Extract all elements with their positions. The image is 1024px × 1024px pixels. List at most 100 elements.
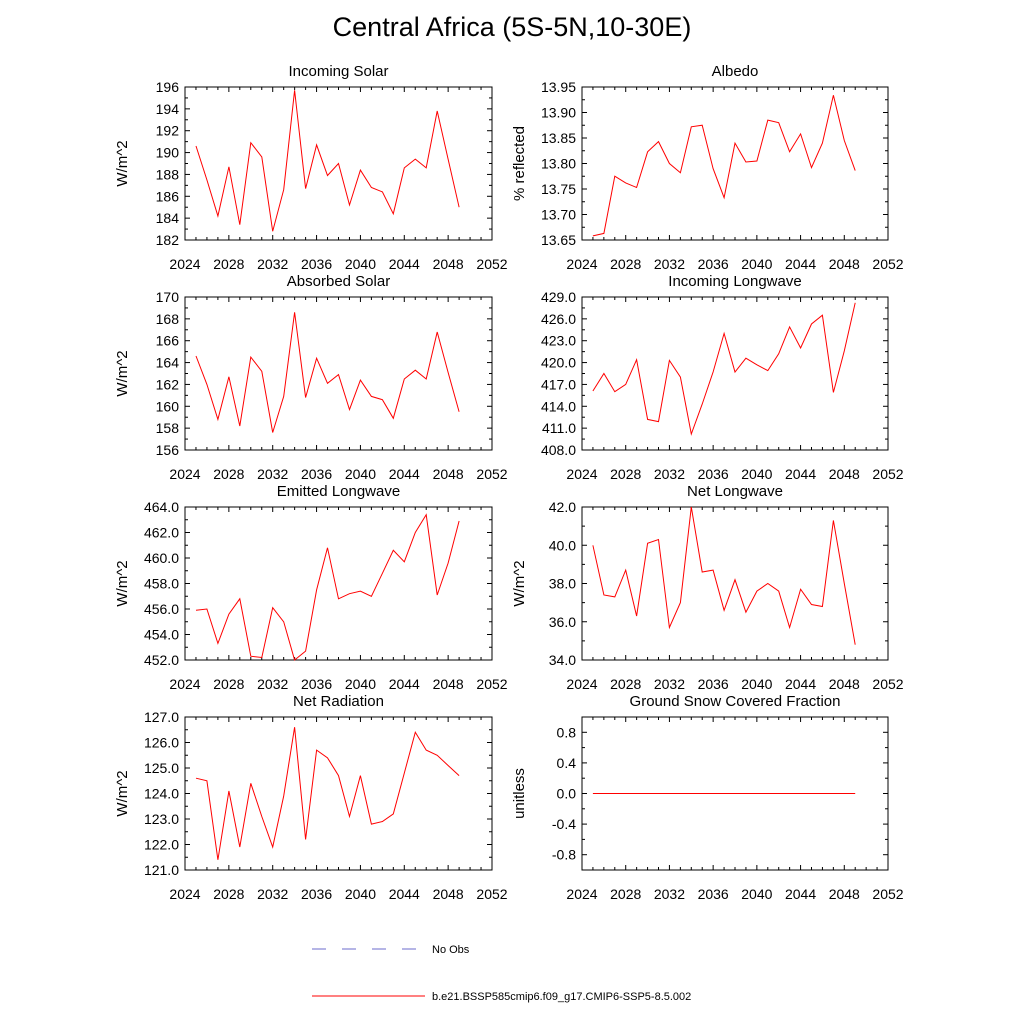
y-axis-label: W/m^2 [114,560,131,606]
y-axis-label: unitless [511,768,528,819]
x-tick-label: 2024 [169,886,200,902]
y-tick-label: 13.75 [541,181,576,197]
y-tick-label: 13.90 [541,105,576,121]
x-tick-label: 2048 [829,676,860,692]
plot-frame [581,506,889,661]
legend-label-model: b.e21.BSSP585cmip6.f09_g17.CMIP6-SSP5-8.… [432,991,691,1003]
x-tick-label: 2040 [345,256,376,272]
x-tick-label: 2028 [213,676,244,692]
y-tick-label: 456.0 [144,601,179,617]
x-tick-label: 2044 [389,886,420,902]
y-tick-label: 164 [156,355,180,371]
x-tick-label: 2040 [345,886,376,902]
x-tick-label: 2028 [610,256,641,272]
y-axis-label: W/m^2 [114,140,131,186]
y-tick-label: 36.0 [549,614,576,630]
x-tick-label: 2036 [698,466,729,482]
x-tick-label: 2044 [389,466,420,482]
y-tick-label: 0.4 [557,755,577,771]
y-tick-label: 429.0 [541,289,576,305]
x-tick-label: 2024 [566,886,597,902]
x-tick-label: 2036 [698,676,729,692]
y-tick-label: 184 [156,210,180,226]
x-tick-label: 2040 [345,466,376,482]
panel-3: Absorbed Solar 2024 2028 2032 2036 2040 2044 20… [114,273,508,482]
x-tick-label: 2036 [301,256,332,272]
x-tick-label: 2028 [610,466,641,482]
x-tick-label: 2024 [169,466,200,482]
y-tick-label: 190 [156,145,180,161]
series-line [592,302,856,436]
y-tick-label: 13.70 [541,207,576,223]
x-tick-label: 2024 [169,256,200,272]
y-tick-label: -0.8 [552,847,576,863]
y-tick-label: 160 [156,398,180,414]
y-tick-label: 168 [156,311,180,327]
y-tick-label: 34.0 [549,652,576,668]
x-tick-label: 2052 [872,886,903,902]
x-tick-label: 2036 [301,466,332,482]
y-tick-label: -0.4 [552,816,576,832]
y-tick-label: 127.0 [144,709,179,725]
y-tick-label: 166 [156,333,180,349]
x-tick-label: 2032 [654,886,685,902]
x-tick-label: 2032 [257,256,288,272]
y-axis-label: W/m^2 [114,350,131,396]
x-tick-label: 2048 [433,256,464,272]
y-tick-label: 0.0 [557,786,577,802]
legend: No Obs b.e21.BSSP585cmip6.f09_g17.CMIP6-… [312,944,691,1003]
x-tick-label: 2032 [654,256,685,272]
x-tick-label: 2036 [698,256,729,272]
series-line [195,312,460,433]
y-tick-label: 0.8 [557,724,577,740]
x-tick-label: 2044 [785,676,816,692]
y-tick-label: 13.85 [541,130,576,146]
x-tick-label: 2024 [169,676,200,692]
y-tick-label: 124.0 [144,786,179,802]
y-tick-label: 13.65 [541,232,576,248]
y-tick-label: 123.0 [144,811,179,827]
y-tick-label: 192 [156,123,180,139]
x-tick-label: 2044 [389,256,420,272]
series-line [195,513,460,661]
x-tick-label: 2028 [610,676,641,692]
panel-title: Net Longwave [687,483,783,500]
x-tick-label: 2036 [301,676,332,692]
y-tick-label: 452.0 [144,652,179,668]
panel-title: Albedo [712,63,759,80]
x-tick-label: 2052 [476,466,507,482]
panel-title: Emitted Longwave [277,483,400,500]
x-tick-label: 2028 [213,256,244,272]
y-tick-label: 188 [156,166,180,182]
x-tick-label: 2024 [566,256,597,272]
legend-label-obs: No Obs [432,944,470,956]
y-tick-label: 423.0 [541,333,576,349]
y-tick-label: 408.0 [541,442,576,458]
y-tick-label: 417.0 [541,376,576,392]
panel-title: Ground Snow Covered Fraction [630,693,841,710]
x-tick-label: 2028 [610,886,641,902]
panel-8: Ground Snow Covered Fraction 2024 2028 2032… [511,693,904,902]
x-tick-label: 2040 [741,466,772,482]
y-tick-label: 194 [156,101,180,117]
x-tick-label: 2048 [433,886,464,902]
x-tick-label: 2028 [213,886,244,902]
plot-frame [581,86,889,241]
x-tick-label: 2048 [829,466,860,482]
y-tick-label: 458.0 [144,576,179,592]
x-tick-label: 2032 [257,676,288,692]
y-tick-label: 196 [156,79,180,95]
y-tick-label: 38.0 [549,576,576,592]
y-axis-label: % reflected [511,126,528,201]
x-tick-label: 2040 [741,886,772,902]
x-tick-label: 2032 [257,466,288,482]
page-title: Central Africa (5S-5N,10-30E) [332,12,692,42]
x-tick-label: 2024 [566,466,597,482]
x-tick-label: 2048 [433,676,464,692]
y-tick-label: 411.0 [542,420,576,436]
x-tick-label: 2040 [741,676,772,692]
x-tick-label: 2044 [785,466,816,482]
panel-title: Incoming Solar [288,63,388,80]
panel-4: Incoming Longwave 2024 2028 2032 2036 2040 204… [541,273,904,482]
